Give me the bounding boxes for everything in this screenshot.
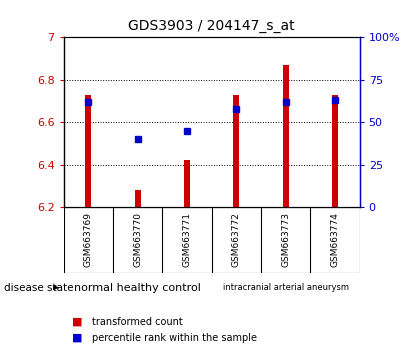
Text: transformed count: transformed count xyxy=(92,317,183,327)
Text: GSM663773: GSM663773 xyxy=(281,212,290,267)
Bar xyxy=(184,160,190,207)
Text: GSM663771: GSM663771 xyxy=(182,212,192,267)
Text: GSM663769: GSM663769 xyxy=(84,212,93,267)
Text: normal healthy control: normal healthy control xyxy=(74,282,201,293)
Text: disease state: disease state xyxy=(4,282,74,293)
Bar xyxy=(332,95,338,207)
Text: ■: ■ xyxy=(72,317,83,327)
Text: GSM663772: GSM663772 xyxy=(232,212,241,267)
Bar xyxy=(135,190,141,207)
Bar xyxy=(233,95,239,207)
Text: percentile rank within the sample: percentile rank within the sample xyxy=(92,333,257,343)
Text: ■: ■ xyxy=(72,333,83,343)
Text: GSM663774: GSM663774 xyxy=(330,212,339,267)
Bar xyxy=(283,65,289,207)
Bar xyxy=(85,95,91,207)
Text: GSM663770: GSM663770 xyxy=(133,212,142,267)
Title: GDS3903 / 204147_s_at: GDS3903 / 204147_s_at xyxy=(128,19,295,33)
Text: intracranial arterial aneurysm: intracranial arterial aneurysm xyxy=(223,283,349,292)
